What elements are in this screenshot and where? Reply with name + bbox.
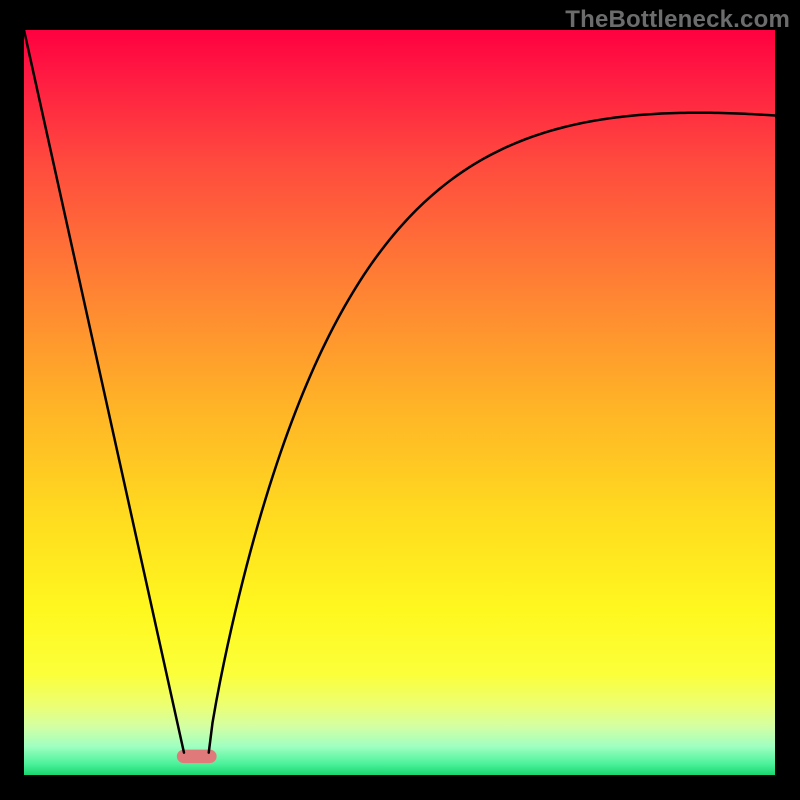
canvas: TheBottleneck.com — [0, 0, 800, 800]
chart-svg — [0, 0, 800, 800]
watermark-text: TheBottleneck.com — [565, 6, 790, 34]
plot-background — [24, 30, 775, 775]
